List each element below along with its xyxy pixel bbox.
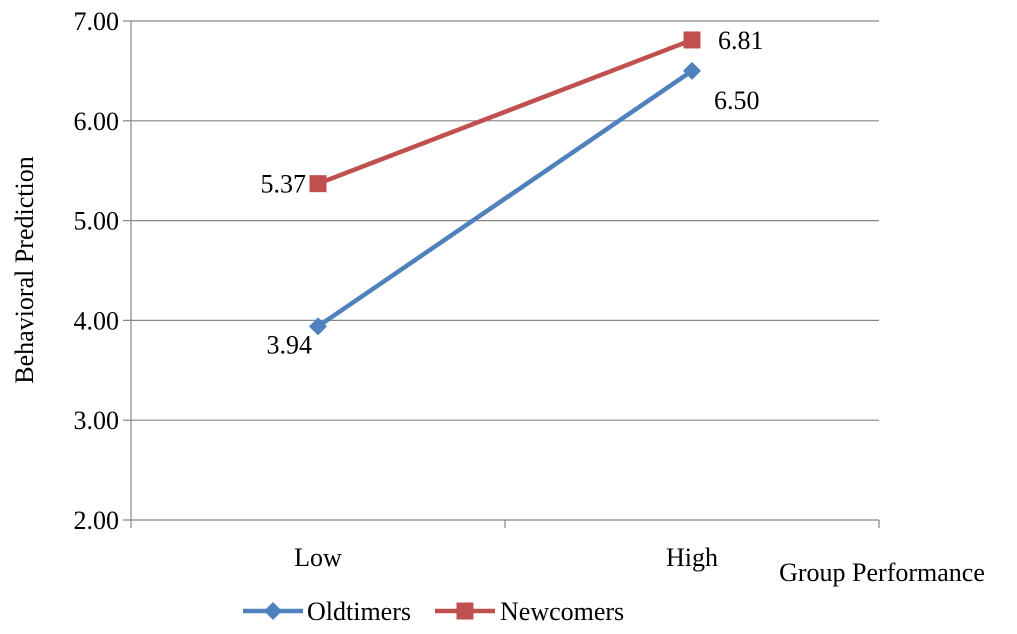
y-tick-label: 6.00	[74, 107, 120, 136]
legend-marker	[456, 602, 474, 620]
y-tick-label: 4.00	[74, 306, 120, 335]
data-label: 6.50	[714, 86, 760, 115]
legend-marker	[264, 602, 282, 620]
y-axis-title: Behavioral Prediction	[10, 156, 39, 383]
axes: 2.00 3.00 4.00 5.00 6.00 7.00 Low High	[74, 7, 880, 572]
data-label: 3.94	[267, 330, 313, 359]
y-tick-label: 7.00	[74, 7, 120, 36]
data-point-newcomers	[309, 175, 327, 193]
x-axis-title: Group Performance	[779, 558, 985, 587]
series-lines	[309, 31, 701, 336]
y-tick-label: 5.00	[74, 207, 120, 236]
data-label: 5.37	[261, 170, 307, 199]
data-point-oldtimers	[309, 317, 327, 336]
y-tick-label: 2.00	[74, 506, 120, 535]
gridlines	[131, 20, 879, 521]
data-labels: 3.94 6.50 5.37 6.81	[261, 26, 764, 359]
series-line-oldtimers	[316, 69, 694, 329]
legend-label: Newcomers	[500, 597, 624, 626]
data-point-newcomers	[683, 31, 701, 49]
legend-label: Oldtimers	[307, 597, 411, 626]
series-line-newcomers	[317, 37, 693, 186]
x-tick-label: Low	[294, 543, 342, 572]
x-tick-label: High	[666, 543, 718, 572]
data-label: 6.81	[718, 26, 764, 55]
data-point-oldtimers	[683, 61, 701, 80]
y-tick-label: 3.00	[74, 406, 120, 435]
legend: Oldtimers Newcomers	[243, 597, 624, 626]
